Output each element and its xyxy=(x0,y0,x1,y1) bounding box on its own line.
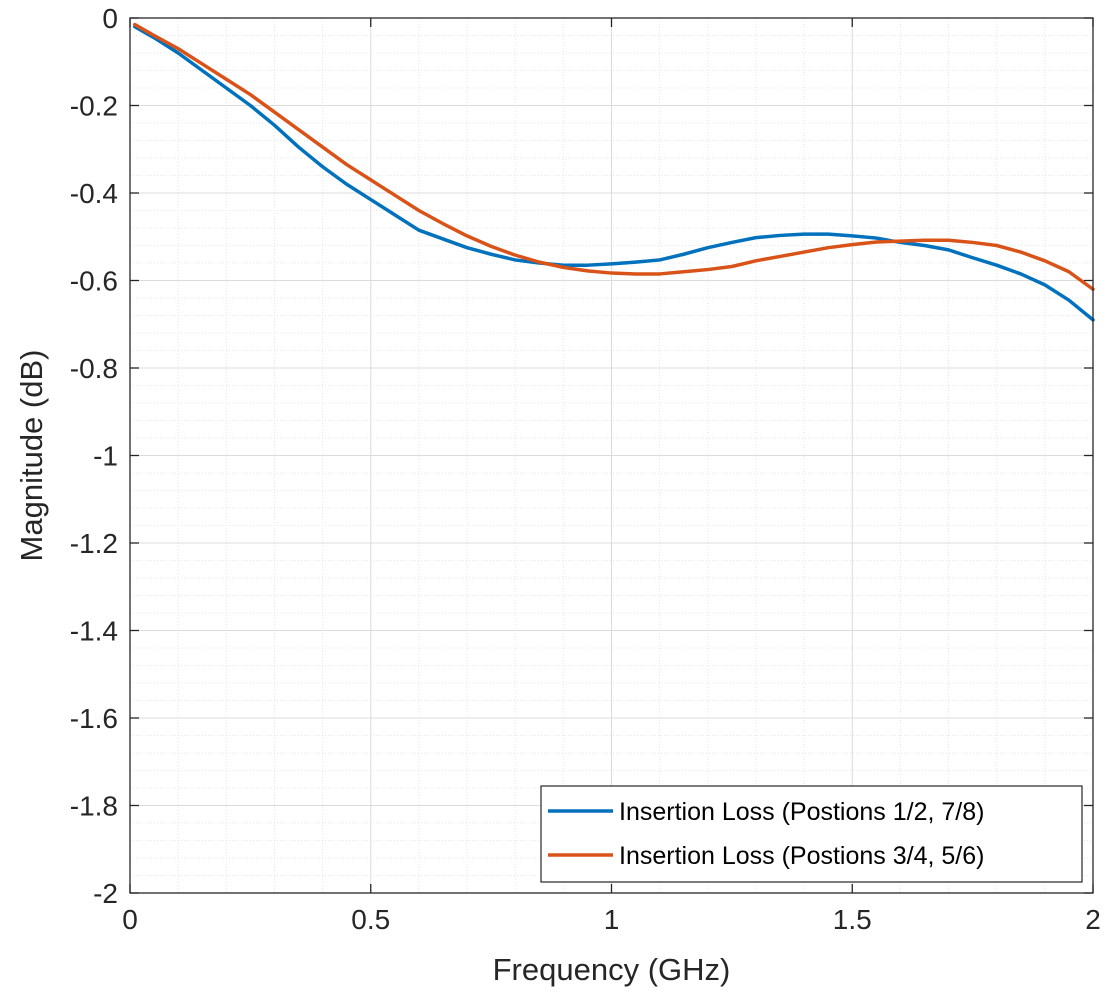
y-tick-label: 0 xyxy=(102,3,118,34)
legend-box xyxy=(540,785,1083,883)
series-layer xyxy=(133,22,1095,322)
legend-label-1: Insertion Loss (Postions 1/2, 7/8) xyxy=(619,798,984,826)
axis-ticks xyxy=(129,17,1094,894)
y-tick-label: -0.6 xyxy=(70,266,118,297)
y-tick-label: -1.8 xyxy=(70,791,118,822)
series-line-2 xyxy=(133,22,1095,291)
x-axis-title: Frequency (GHz) xyxy=(493,952,731,987)
y-tick-label: -0.4 xyxy=(70,178,118,209)
y-axis-title: Magnitude (dB) xyxy=(14,350,49,562)
legend: Insertion Loss (Postions 1/2, 7/8) Insert… xyxy=(540,785,1083,883)
y-tick-labels: 0 -0.2 -0.4 -0.6 -0.8 -1 -1.2 -1.4 -1.6 -1.8 -2 xyxy=(70,3,118,909)
y-tick-label: -1.4 xyxy=(70,616,118,647)
x-tick-label: 0 xyxy=(122,904,138,935)
y-tick-label: -1 xyxy=(93,441,118,472)
y-tick-label: -2 xyxy=(93,878,118,909)
y-tick-label: -1.2 xyxy=(70,528,118,559)
x-tick-label: 2 xyxy=(1085,904,1101,935)
legend-label-2: Insertion Loss (Postions 3/4, 5/6) xyxy=(619,842,984,870)
y-tick-label: -0.8 xyxy=(70,353,118,384)
series-line-1 xyxy=(133,25,1095,322)
x-tick-labels: 0 0.5 1 1.5 2 xyxy=(122,904,1101,935)
y-tick-label: -0.2 xyxy=(70,91,118,122)
minor-grid xyxy=(130,18,1093,893)
x-tick-label: 1.5 xyxy=(833,904,872,935)
y-tick-label: -1.6 xyxy=(70,703,118,734)
x-tick-label: 1 xyxy=(604,904,620,935)
x-tick-label: 0.5 xyxy=(351,904,390,935)
